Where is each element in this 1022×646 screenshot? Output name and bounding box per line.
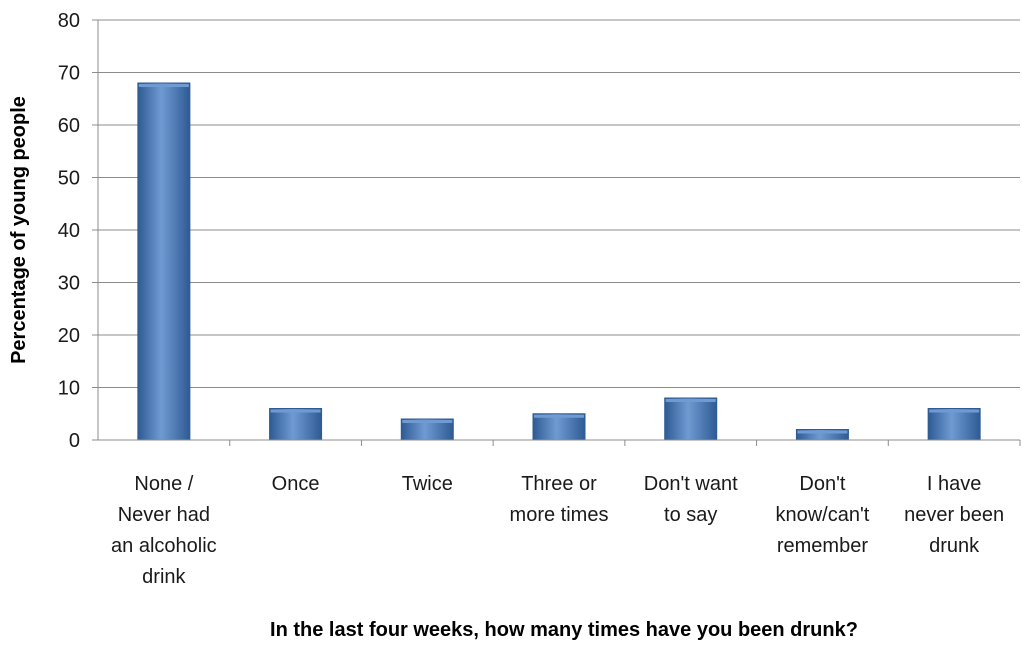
y-tick-label: 0 xyxy=(69,430,80,452)
bar xyxy=(269,408,323,441)
bar xyxy=(664,397,718,441)
bar-highlight xyxy=(665,399,716,402)
bar-highlight xyxy=(534,414,584,418)
y-tick-label: 50 xyxy=(58,168,80,190)
x-category-label: Don't want to say xyxy=(644,473,738,526)
bar-highlight xyxy=(402,420,453,423)
y-axis-title: Percentage of young people xyxy=(8,96,30,364)
x-category-labels: None / Never had an alcoholic drink Once Twic… xyxy=(111,473,1004,588)
y-tick-label: 30 xyxy=(58,273,80,295)
y-tick-label: 70 xyxy=(58,63,80,85)
y-tick-label: 80 xyxy=(58,10,80,32)
x-category-label: None / Never had an alcoholic drink xyxy=(111,473,217,588)
bar xyxy=(532,413,586,441)
bar-highlight xyxy=(138,84,189,87)
bar-highlight xyxy=(270,409,321,413)
x-category-label: Once xyxy=(272,473,320,495)
bar xyxy=(137,82,191,441)
y-tick-label: 20 xyxy=(58,325,80,347)
bar-highlight xyxy=(797,430,848,434)
x-axis-title: In the last four weeks, how many times h… xyxy=(270,619,858,641)
y-tick-labels: 0 10 20 30 40 50 60 70 80 xyxy=(58,10,80,452)
x-category-label: Three or more times xyxy=(510,473,609,526)
bar xyxy=(927,408,981,441)
axes xyxy=(92,19,1021,446)
y-tick-label: 60 xyxy=(58,115,80,137)
bar-highlight xyxy=(929,409,980,413)
y-tick-label: 40 xyxy=(58,220,80,242)
x-category-label: Don't know/can't remember xyxy=(775,473,869,557)
y-tick-label: 10 xyxy=(58,378,80,400)
x-category-label: I have never been drunk xyxy=(904,473,1004,557)
gridlines xyxy=(98,19,1020,388)
x-category-label: Twice xyxy=(402,473,453,495)
bars xyxy=(137,82,981,441)
